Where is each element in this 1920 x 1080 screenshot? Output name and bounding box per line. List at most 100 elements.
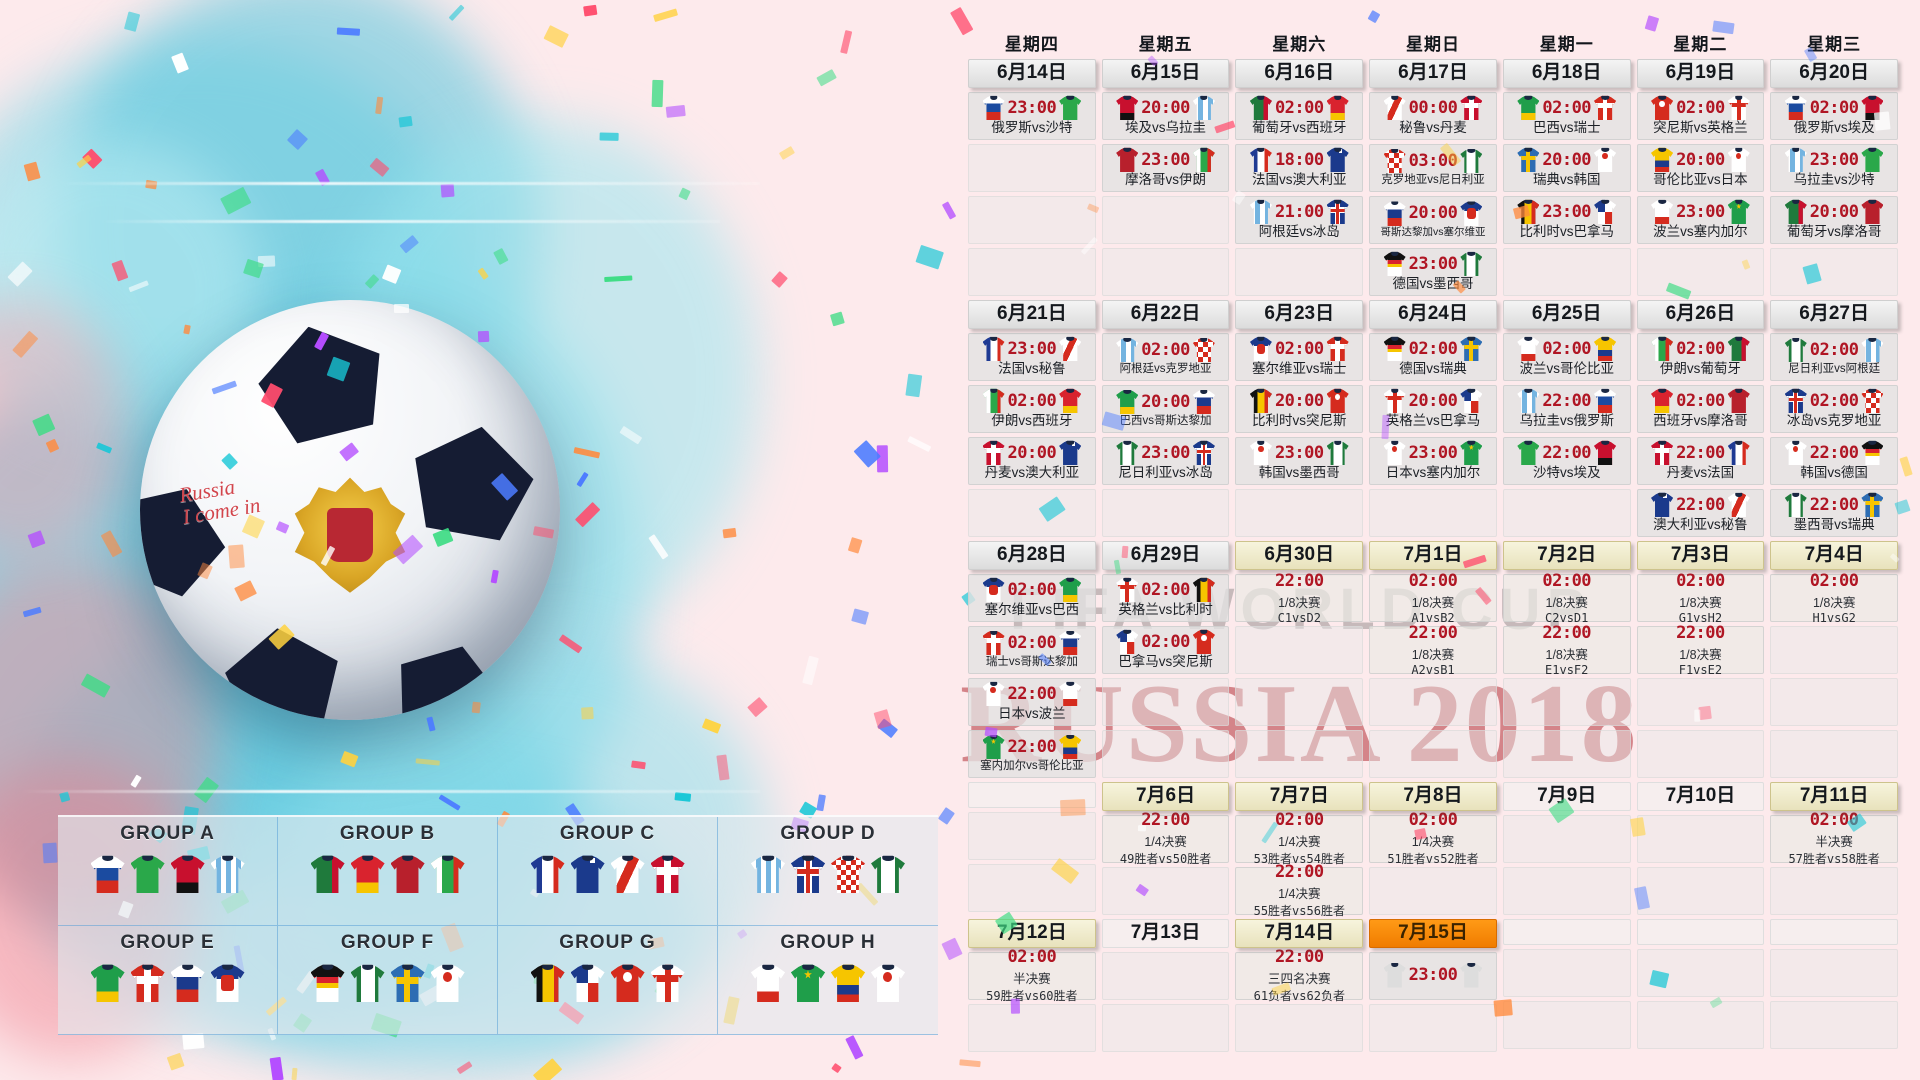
match-card[interactable]: 23:00 俄罗斯vs沙特	[968, 92, 1096, 140]
date-header[interactable]: 6月15日	[1101, 59, 1230, 88]
date-header[interactable]: 7月6日	[1101, 782, 1230, 811]
group-panel-b[interactable]: GROUP B	[278, 817, 498, 926]
match-card[interactable]: 00:00 秘鲁vs丹麦	[1369, 92, 1497, 140]
date-header[interactable]: 6月30日	[1235, 541, 1364, 570]
knockout-match-card[interactable]: 02:00 1/8决赛 C2vsD1	[1502, 571, 1631, 625]
date-header[interactable]: 7月10日	[1636, 782, 1765, 811]
match-card[interactable]: 20:00 哥斯达黎加vs塞尔维亚	[1369, 196, 1497, 244]
match-card[interactable]: 02:00 尼日利亚vs阿根廷	[1770, 333, 1898, 381]
match-card[interactable]: 23:00 乌拉圭vs沙特	[1770, 144, 1898, 192]
match-card[interactable]: 20:00 丹麦vs澳大利亚	[968, 437, 1096, 485]
match-card[interactable]: 18:00 法国vs澳大利亚	[1235, 144, 1364, 192]
group-panel-e[interactable]: GROUP E	[58, 926, 278, 1035]
match-card[interactable]: 02:00 巴拿马vs突尼斯	[1101, 626, 1230, 674]
match-card[interactable]: 21:00 阿根廷vs冰岛	[1235, 196, 1364, 244]
match-card[interactable]: 02:00 阿根廷vs克罗地亚	[1101, 333, 1230, 381]
date-header[interactable]: 6月26日	[1636, 300, 1765, 329]
date-header[interactable]: 7月15日	[1369, 919, 1497, 948]
date-header[interactable]: 7月14日	[1235, 919, 1364, 948]
date-header[interactable]: 7月8日	[1369, 782, 1497, 811]
date-header[interactable]: 7月7日	[1235, 782, 1364, 811]
date-header[interactable]: 6月27日	[1770, 300, 1898, 329]
date-header[interactable]	[1770, 919, 1898, 945]
date-header[interactable]: 7月12日	[968, 919, 1096, 948]
date-header[interactable]: 7月11日	[1770, 782, 1898, 811]
match-card[interactable]: 02:00 伊朗vs西班牙	[968, 385, 1096, 433]
date-header[interactable]: 6月22日	[1101, 300, 1230, 329]
match-card[interactable]: 20:00 埃及vs乌拉圭	[1101, 92, 1230, 140]
knockout-match-card[interactable]: 22:00 1/8决赛 F1vsE2	[1636, 623, 1765, 677]
group-panel-c[interactable]: GROUP C	[498, 817, 718, 926]
knockout-match-card[interactable]: 02:00 半决赛 57胜者vs58胜者	[1770, 810, 1898, 866]
match-card[interactable]: 23:00 比利时vs巴拿马	[1502, 196, 1631, 244]
date-header[interactable]: 7月2日	[1502, 541, 1631, 570]
date-header[interactable]	[1636, 919, 1765, 945]
date-header[interactable]: 6月24日	[1369, 300, 1497, 329]
date-header[interactable]: 7月4日	[1770, 541, 1898, 570]
date-header[interactable]	[968, 782, 1096, 808]
date-header[interactable]: 6月14日	[968, 59, 1096, 88]
knockout-match-card[interactable]: 22:00 1/8决赛 E1vsF2	[1502, 623, 1631, 677]
match-card[interactable]: 03:00 克罗地亚vs尼日利亚	[1369, 144, 1497, 192]
match-card[interactable]: 22:00 日本vs波兰	[968, 678, 1096, 726]
knockout-match-card[interactable]: 02:00 1/8决赛 H1vsG2	[1770, 571, 1898, 625]
match-card[interactable]: 22:00 沙特vs埃及	[1502, 437, 1631, 485]
match-card[interactable]: 02:00 德国vs瑞典	[1369, 333, 1497, 381]
match-card[interactable]: 23:00 波兰vs塞内加尔	[1636, 196, 1765, 244]
date-header[interactable]: 6月20日	[1770, 59, 1898, 88]
group-panel-a[interactable]: GROUP A	[58, 817, 278, 926]
knockout-match-card[interactable]: 22:00 1/8决赛 C1vsD2	[1235, 571, 1364, 625]
match-card[interactable]: 20:00 瑞典vs韩国	[1502, 144, 1631, 192]
group-panel-h[interactable]: GROUP H	[718, 926, 938, 1035]
date-header[interactable]: 6月25日	[1502, 300, 1631, 329]
match-card[interactable]: 02:00 巴西vs瑞士	[1502, 92, 1631, 140]
date-header[interactable]	[1502, 919, 1631, 945]
match-card[interactable]: 02:00 伊朗vs葡萄牙	[1636, 333, 1765, 381]
date-header[interactable]: 6月16日	[1235, 59, 1364, 88]
knockout-match-card[interactable]: 22:00 1/4决赛 49胜者vs50胜者	[1101, 810, 1230, 866]
date-header[interactable]: 6月21日	[968, 300, 1096, 329]
knockout-match-card[interactable]: 22:00 三四名决赛 61负者vs62负者	[1235, 947, 1364, 1003]
date-header[interactable]: 6月23日	[1235, 300, 1364, 329]
match-card[interactable]: 23:00 尼日利亚vs冰岛	[1101, 437, 1230, 485]
match-card[interactable]: 20:00 英格兰vs巴拿马	[1369, 385, 1497, 433]
date-header[interactable]: 6月17日	[1369, 59, 1497, 88]
date-header[interactable]: 7月9日	[1502, 782, 1631, 811]
knockout-match-card[interactable]: 02:00 1/8决赛 A1vsB2	[1369, 571, 1497, 625]
match-card[interactable]: 20:00 葡萄牙vs摩洛哥	[1770, 196, 1898, 244]
match-card[interactable]: 23:00	[1369, 952, 1497, 1000]
group-panel-f[interactable]: GROUP F	[278, 926, 498, 1035]
group-panel-d[interactable]: GROUP D	[718, 817, 938, 926]
match-card[interactable]: 02:00 波兰vs哥伦比亚	[1502, 333, 1631, 381]
group-panel-g[interactable]: GROUP G	[498, 926, 718, 1035]
date-header[interactable]: 7月3日	[1636, 541, 1765, 570]
knockout-match-card[interactable]: 22:00 1/8决赛 A2vsB1	[1369, 623, 1497, 677]
match-card[interactable]: 20:00 比利时vs突尼斯	[1235, 385, 1364, 433]
match-card[interactable]: 20:00 巴西vs哥斯达黎加	[1101, 385, 1230, 433]
match-card[interactable]: 22:00 墨西哥vs瑞典	[1770, 489, 1898, 537]
match-card[interactable]: 02:00 瑞士vs哥斯达黎加	[968, 626, 1096, 674]
match-card[interactable]: 02:00 葡萄牙vs西班牙	[1235, 92, 1364, 140]
date-header[interactable]: 7月1日	[1369, 541, 1497, 570]
match-card[interactable]: 23:00 摩洛哥vs伊朗	[1101, 144, 1230, 192]
match-card[interactable]: 22:00 乌拉圭vs俄罗斯	[1502, 385, 1631, 433]
match-card[interactable]: 02:00 塞尔维亚vs巴西	[968, 574, 1096, 622]
match-card[interactable]: 02:00 英格兰vs比利时	[1101, 574, 1230, 622]
knockout-match-card[interactable]: 22:00 1/4决赛 55胜者vs56胜者	[1235, 862, 1364, 918]
knockout-match-card[interactable]: 02:00 1/8决赛 G1vsH2	[1636, 571, 1765, 625]
match-card[interactable]: 22:00 澳大利亚vs秘鲁	[1636, 489, 1765, 537]
date-header[interactable]: 6月19日	[1636, 59, 1765, 88]
match-card[interactable]: 20:00 哥伦比亚vs日本	[1636, 144, 1765, 192]
match-card[interactable]: 02:00 俄罗斯vs埃及	[1770, 92, 1898, 140]
match-card[interactable]: 23:00 日本vs塞内加尔	[1369, 437, 1497, 485]
match-card[interactable]: 22:00 塞内加尔vs哥伦比亚	[968, 730, 1096, 778]
match-card[interactable]: 23:00 韩国vs墨西哥	[1235, 437, 1364, 485]
date-header[interactable]: 7月13日	[1101, 919, 1230, 948]
knockout-match-card[interactable]: 02:00 1/4决赛 53胜者vs54胜者	[1235, 810, 1364, 866]
date-header[interactable]: 6月28日	[968, 541, 1096, 570]
match-card[interactable]: 23:00 德国vs墨西哥	[1369, 248, 1497, 296]
match-card[interactable]: 02:00 西班牙vs摩洛哥	[1636, 385, 1765, 433]
match-card[interactable]: 23:00 法国vs秘鲁	[968, 333, 1096, 381]
match-card[interactable]: 02:00 塞尔维亚vs瑞士	[1235, 333, 1364, 381]
match-card[interactable]: 22:00 丹麦vs法国	[1636, 437, 1765, 485]
